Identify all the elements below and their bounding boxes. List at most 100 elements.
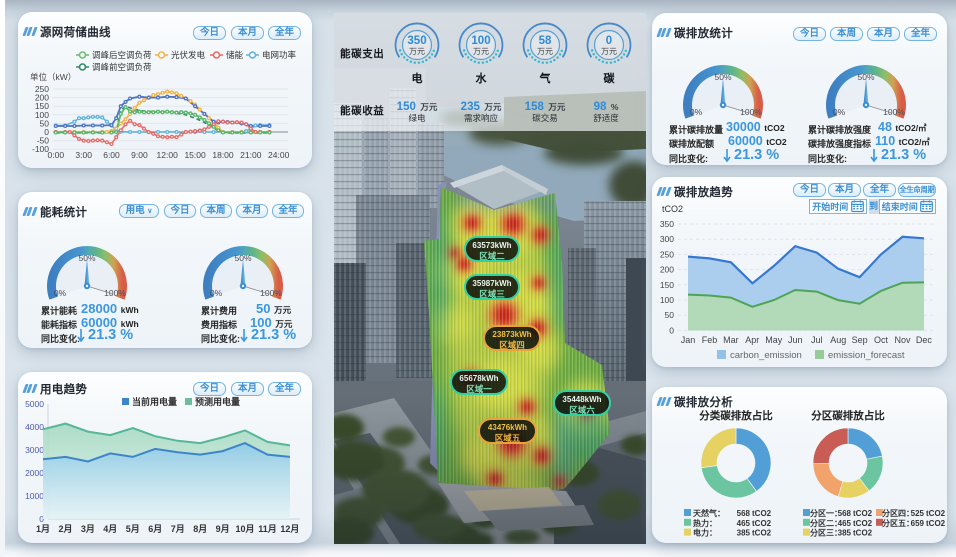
svg-text:tCO2: tCO2: [926, 519, 946, 528]
svg-text:6:00: 6:00: [103, 150, 120, 160]
svg-text:10月: 10月: [235, 524, 254, 534]
svg-text:100%: 100%: [740, 107, 762, 117]
svg-text:100%: 100%: [104, 288, 126, 298]
svg-text:4月: 4月: [103, 524, 117, 534]
svg-text:21:00: 21:00: [240, 150, 262, 160]
svg-text:tCO2: tCO2: [853, 509, 873, 518]
svg-text:分区五：: 分区五：: [882, 518, 914, 528]
svg-text:350: 350: [660, 219, 674, 229]
svg-text:525: 525: [911, 509, 925, 518]
svg-text:tCO2: tCO2: [853, 529, 873, 538]
svg-text:调峰后空调负荷: 调峰后空调负荷: [92, 50, 152, 60]
svg-text:8月: 8月: [193, 524, 207, 534]
svg-text:tCO2: tCO2: [662, 204, 683, 214]
svg-text:50: 50: [665, 310, 675, 320]
svg-text:4000: 4000: [25, 422, 44, 432]
svg-text:100%: 100%: [260, 288, 282, 298]
svg-text:150: 150: [35, 101, 49, 111]
svg-text:tCO2: tCO2: [752, 509, 772, 518]
svg-text:100: 100: [660, 295, 674, 305]
svg-text:12月: 12月: [280, 524, 299, 534]
svg-text:3月: 3月: [81, 524, 95, 534]
svg-text:Oct: Oct: [874, 335, 889, 345]
svg-text:1000: 1000: [25, 491, 44, 501]
svg-text:单位（kW）: 单位（kW）: [30, 72, 76, 82]
svg-text:465: 465: [737, 519, 751, 528]
svg-text:659: 659: [911, 519, 925, 528]
svg-text:0: 0: [669, 325, 674, 335]
svg-text:15:00: 15:00: [184, 150, 206, 160]
svg-text:-50: -50: [37, 136, 50, 146]
svg-text:18:00: 18:00: [212, 150, 234, 160]
svg-text:May: May: [765, 335, 783, 345]
svg-text:385: 385: [838, 529, 852, 538]
svg-text:0%: 0%: [210, 288, 223, 298]
svg-text:tCO2: tCO2: [752, 529, 772, 538]
svg-text:200: 200: [660, 265, 674, 275]
svg-text:储能: 储能: [226, 50, 244, 60]
svg-text:6月: 6月: [148, 524, 162, 534]
svg-text:150: 150: [660, 280, 674, 290]
svg-text:Jan: Jan: [681, 335, 696, 345]
svg-text:50%: 50%: [857, 72, 874, 82]
svg-text:24:00: 24:00: [268, 150, 290, 160]
svg-text:200: 200: [35, 93, 49, 103]
svg-text:5月: 5月: [126, 524, 140, 534]
svg-text:3000: 3000: [25, 445, 44, 455]
svg-text:50: 50: [40, 118, 50, 128]
svg-text:预测用电量: 预测用电量: [195, 396, 240, 407]
svg-text:当前用电量: 当前用电量: [132, 396, 177, 407]
svg-text:热力：: 热力：: [693, 518, 717, 528]
svg-text:12:00: 12:00: [157, 150, 179, 160]
svg-text:568: 568: [838, 509, 852, 518]
svg-text:250: 250: [35, 84, 49, 94]
svg-text:100: 100: [35, 110, 49, 120]
svg-text:9月: 9月: [216, 524, 230, 534]
svg-text:0%: 0%: [54, 288, 67, 298]
svg-text:电力：: 电力：: [693, 528, 717, 538]
svg-text:0%: 0%: [833, 107, 846, 117]
svg-text:Aug: Aug: [830, 335, 846, 345]
svg-text:Feb: Feb: [702, 335, 718, 345]
svg-text:2月: 2月: [58, 524, 72, 534]
svg-text:-100: -100: [32, 144, 49, 154]
svg-text:Apr: Apr: [745, 335, 759, 345]
svg-text:2000: 2000: [25, 468, 44, 478]
svg-text:50%: 50%: [714, 72, 731, 82]
svg-text:465: 465: [838, 519, 852, 528]
svg-text:250: 250: [660, 249, 674, 259]
svg-text:分区四：: 分区四：: [882, 508, 914, 518]
svg-text:分区一：: 分区一：: [810, 508, 842, 518]
svg-text:电网功率: 电网功率: [262, 50, 297, 60]
svg-text:5000: 5000: [25, 399, 44, 409]
svg-text:385: 385: [737, 529, 751, 538]
svg-text:Jun: Jun: [788, 335, 803, 345]
svg-text:Nov: Nov: [894, 335, 911, 345]
svg-text:Mar: Mar: [723, 335, 739, 345]
svg-text:Jul: Jul: [811, 335, 823, 345]
svg-text:carbon_emission: carbon_emission: [730, 350, 802, 361]
svg-text:300: 300: [660, 234, 674, 244]
svg-text:Sep: Sep: [852, 335, 868, 345]
svg-text:调峰前空调负荷: 调峰前空调负荷: [92, 62, 152, 72]
svg-text:0:00: 0:00: [48, 150, 65, 160]
svg-text:tCO2: tCO2: [752, 519, 772, 528]
svg-text:0: 0: [39, 514, 44, 524]
svg-text:分区三：: 分区三：: [810, 528, 842, 538]
svg-text:7月: 7月: [171, 524, 185, 534]
svg-text:Dec: Dec: [916, 335, 933, 345]
svg-text:tCO2: tCO2: [853, 519, 873, 528]
svg-text:11月: 11月: [258, 524, 277, 534]
svg-text:0: 0: [44, 127, 49, 137]
svg-text:0%: 0%: [690, 107, 703, 117]
svg-text:分区二：: 分区二：: [810, 518, 842, 528]
svg-text:50%: 50%: [234, 253, 251, 263]
svg-text:3:00: 3:00: [75, 150, 92, 160]
svg-text:天然气：: 天然气：: [693, 508, 725, 518]
svg-text:1月: 1月: [36, 524, 50, 534]
svg-text:568: 568: [737, 509, 751, 518]
svg-text:9:00: 9:00: [131, 150, 148, 160]
svg-text:emission_forecast: emission_forecast: [828, 350, 905, 361]
svg-text:光伏发电: 光伏发电: [171, 50, 206, 60]
svg-text:50%: 50%: [78, 253, 95, 263]
